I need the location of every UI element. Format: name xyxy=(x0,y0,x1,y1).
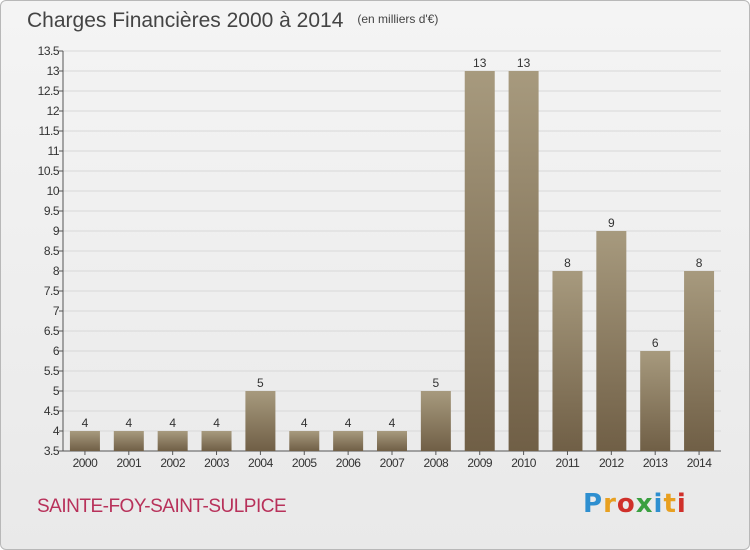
data-label-2008: 5 xyxy=(433,376,440,390)
y-tick-label: 7 xyxy=(53,304,60,318)
y-tick-label: 11 xyxy=(48,144,60,158)
y-tick-label: 9 xyxy=(53,224,60,238)
y-tick-label: 4.5 xyxy=(44,404,60,418)
y-tick-label: 5 xyxy=(53,384,60,398)
data-label-2013: 6 xyxy=(652,336,659,350)
data-label-2000: 4 xyxy=(82,416,89,430)
data-label-2009: 13 xyxy=(473,56,487,70)
x-tick-label-2003: 2003 xyxy=(204,456,230,470)
data-label-2005: 4 xyxy=(301,416,308,430)
x-tick-label-2004: 2004 xyxy=(248,456,274,470)
x-tick-label-2007: 2007 xyxy=(380,456,406,470)
x-tick-label-2009: 2009 xyxy=(467,456,493,470)
y-tick-label: 6 xyxy=(53,344,60,358)
y-tick-label: 9.5 xyxy=(44,204,60,218)
x-tick-label-2013: 2013 xyxy=(643,456,669,470)
x-tick-label-2014: 2014 xyxy=(687,456,713,470)
bar-2007 xyxy=(377,431,407,451)
bar-2006 xyxy=(333,431,364,451)
y-tick-label: 3.5 xyxy=(44,444,60,458)
bar-2004 xyxy=(245,391,276,451)
data-label-2003: 4 xyxy=(213,416,220,430)
bar-2000 xyxy=(69,431,100,451)
x-tick-label-2011: 2011 xyxy=(556,456,581,470)
bar-2008 xyxy=(420,391,451,451)
y-tick-label: 5.5 xyxy=(44,364,60,378)
x-tick-label-2008: 2008 xyxy=(424,456,450,470)
y-tick-label: 12.5 xyxy=(38,84,60,98)
bar-2010 xyxy=(508,71,539,451)
x-tick-label-2002: 2002 xyxy=(160,456,186,470)
bar-2014 xyxy=(684,271,715,451)
bars xyxy=(69,71,715,451)
bar-2011 xyxy=(552,271,583,451)
x-tick-label-2012: 2012 xyxy=(599,456,625,470)
bar-2002 xyxy=(157,431,188,451)
x-tick-label-2006: 2006 xyxy=(336,456,362,470)
labels: 3.5 4 4.5 5 5.5 6 6.5 7 7.5 8 8.5 9 9.5 10 10.5 11 11.5 1… xyxy=(38,44,713,470)
x-tick-label-2001: 2001 xyxy=(116,456,142,470)
commune-name: SAINTE-FOY-SAINT-SULPICE xyxy=(37,496,287,517)
data-label-2011: 8 xyxy=(564,256,571,270)
data-label-2002: 4 xyxy=(169,416,176,430)
data-label-2010: 13 xyxy=(517,56,531,70)
y-tick-label: 8 xyxy=(53,264,60,278)
data-label-2006: 4 xyxy=(345,416,352,430)
x-tick-label-2010: 2010 xyxy=(511,456,537,470)
y-tick-label: 8.5 xyxy=(44,244,60,258)
proxiti-logo[interactable]: Proxiti xyxy=(583,489,687,519)
y-tick-label: 10.5 xyxy=(38,164,60,178)
y-tick-label: 4 xyxy=(53,424,60,438)
bar-2009 xyxy=(464,71,495,451)
y-tick-label: 12 xyxy=(47,104,60,118)
y-tick-label: 13 xyxy=(47,64,60,78)
data-label-2007: 4 xyxy=(389,416,396,430)
chart-subtitle: (en milliers d'€) xyxy=(357,12,439,26)
bar-2012 xyxy=(596,231,627,451)
data-label-2001: 4 xyxy=(125,416,132,430)
chart-title-text: Charges Financières 2000 à 2014 xyxy=(27,9,344,32)
bar-2003 xyxy=(201,431,232,451)
bar-2013 xyxy=(640,351,671,451)
y-tick-label: 10 xyxy=(47,184,60,198)
x-tick-label-2005: 2005 xyxy=(292,456,318,470)
y-tick-label: 7.5 xyxy=(44,284,60,298)
data-label-2014: 8 xyxy=(696,256,703,270)
chart-title: Charges Financières 2000 à 2014 (en milli… xyxy=(27,9,438,33)
y-tick-label: 11.5 xyxy=(39,124,60,138)
x-tick-label-2000: 2000 xyxy=(73,456,99,470)
bar-2005 xyxy=(289,431,320,451)
bar-2001 xyxy=(113,431,144,451)
y-tick-label: 6.5 xyxy=(44,324,60,338)
y-tick-label: 13.5 xyxy=(38,44,60,58)
data-label-2012: 9 xyxy=(608,216,615,230)
data-label-2004: 5 xyxy=(257,376,264,390)
